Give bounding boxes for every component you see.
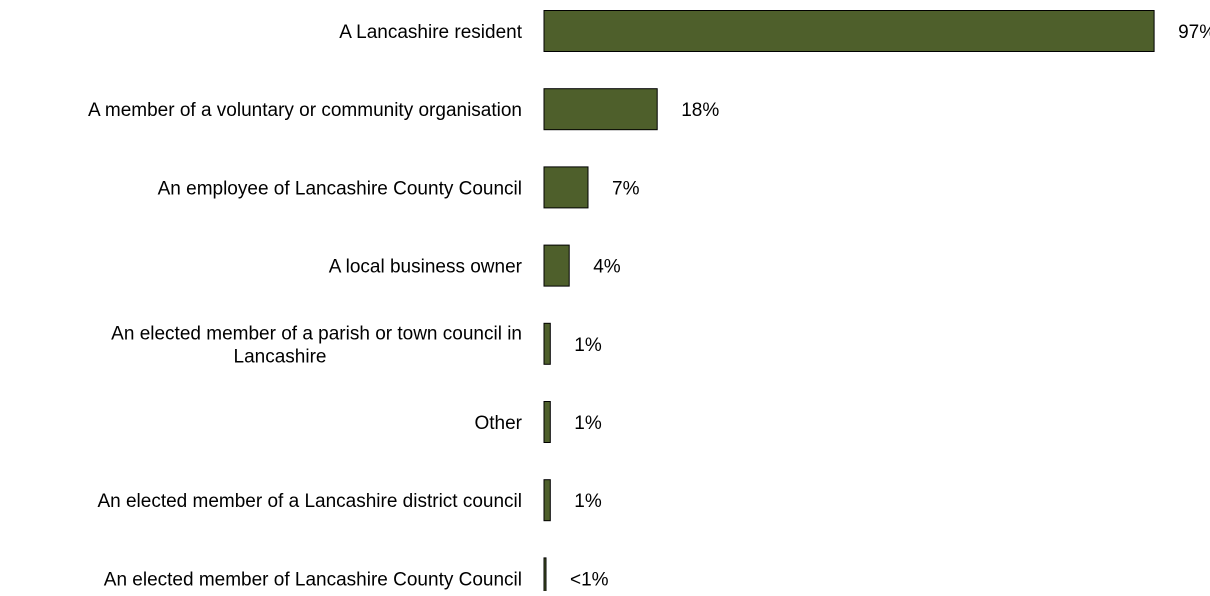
- category-label-line: Other: [474, 413, 522, 434]
- category-labels-layer: A Lancashire resident A member of a volun…: [88, 22, 523, 590]
- value-label: 1%: [574, 335, 602, 356]
- category-label-line: A member of a voluntary or community org…: [88, 100, 522, 121]
- value-label: 4%: [593, 257, 621, 278]
- bar: [543, 322, 551, 365]
- category-label: A member of a voluntary or community org…: [88, 100, 522, 121]
- bar: [543, 401, 551, 443]
- bars-layer: [543, 10, 1155, 596]
- category-label: An elected member of a parish or town co…: [111, 323, 522, 367]
- bar: [543, 244, 570, 287]
- bar: [543, 479, 551, 522]
- category-label: A Lancashire resident: [339, 22, 522, 43]
- category-label-line: A Lancashire resident: [339, 22, 522, 43]
- value-label: 18%: [681, 100, 719, 121]
- category-label-line: An elected member of Lancashire County C…: [104, 569, 522, 590]
- bar: [543, 10, 1155, 52]
- category-label-line: An elected member of a Lancashire distri…: [97, 491, 522, 512]
- value-label: <1%: [570, 569, 609, 590]
- value-label: 7%: [612, 178, 640, 199]
- category-label: An elected member of a Lancashire distri…: [97, 491, 522, 512]
- category-label: Other: [474, 413, 522, 434]
- category-label-line: A local business owner: [329, 257, 523, 278]
- value-label: 97%: [1178, 22, 1210, 43]
- bar: [543, 88, 658, 131]
- category-label: An employee of Lancashire County Council: [158, 178, 522, 199]
- category-label-line: Lancashire: [234, 346, 327, 367]
- value-label: 1%: [574, 413, 602, 434]
- bar: [543, 557, 547, 596]
- category-label-line: An elected member of a parish or town co…: [111, 323, 522, 344]
- value-label: 1%: [574, 491, 602, 512]
- category-label: A local business owner: [329, 257, 523, 278]
- category-label: An elected member of Lancashire County C…: [104, 569, 522, 590]
- bar: [543, 166, 589, 209]
- value-labels-layer: 97% 18% 7% 4% 1% 1% 1% <1%: [570, 22, 1210, 590]
- category-label-line: An employee of Lancashire County Council: [158, 178, 522, 199]
